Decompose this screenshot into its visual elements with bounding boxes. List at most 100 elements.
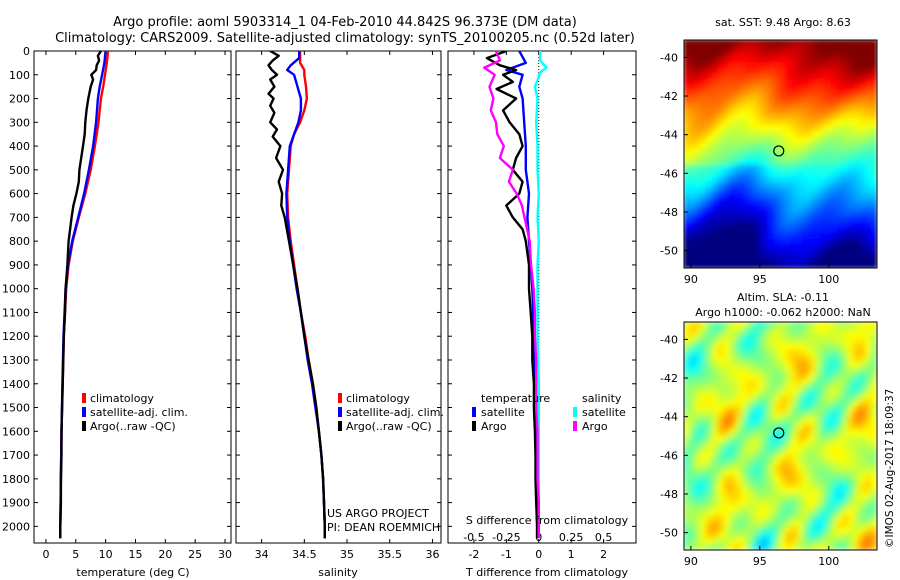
sla_map-cell [842,526,850,534]
sla_map-cell [802,424,810,431]
sla_map-cell [728,344,736,351]
sst_map-cell [808,204,816,212]
sla_map-cell [762,338,770,346]
sla_map-cell [684,389,691,397]
sst_map-cell [734,119,742,126]
sla_map-cell [751,361,759,369]
sla_map-cell [700,486,708,494]
sst_map-cell [831,50,838,58]
sla_map-cell [848,464,855,471]
sst_map-cell [802,261,810,268]
sst_map-cell [684,136,691,144]
sla_map-cell [689,384,696,391]
sla_map-cell [734,322,742,329]
sla_map-cell [706,515,713,522]
sla_map-cell [728,322,736,329]
sla_map-cell [825,401,833,408]
sla_map-cell [814,521,821,528]
sla_map-cell [762,526,770,534]
sst_map-cell [740,125,747,132]
sst_map-cell [768,199,776,206]
sst_map-cell [791,130,799,138]
depth-tick-label: 100 [9,69,30,82]
sst_map-cell [757,119,764,126]
sst_map-cell [802,244,810,252]
sst_map-cell [865,239,872,246]
sla_map-cell [802,458,810,465]
sla_map-cell [728,429,736,437]
sst_map-cell [848,164,855,172]
sst_map-cell [684,216,691,223]
sst_map-cell [814,164,821,172]
sst_map-cell [808,40,816,47]
sst_map-cell [751,170,759,178]
sst_map-cell [768,187,776,195]
sst_map-cell [745,68,753,75]
sst-map-title: sat. SST: 9.48 Argo: 8.63 [715,16,851,29]
sla_map-cell [734,521,742,528]
sla_map-cell [819,327,827,334]
sla_map-cell [797,350,804,357]
sla_map-cell [740,424,747,431]
legend-label-satellite: satellite-adj. clim. [90,406,188,419]
sla_map-cell [728,498,736,505]
sst_map-cell [859,136,867,144]
sst_map-cell [819,210,827,218]
sst_map-cell [706,119,713,126]
sst_map-cell [780,40,787,47]
sst_map-cell [785,102,793,109]
sst_map-cell [802,239,810,246]
sla_map-cell [717,332,725,340]
sla_map-cell [774,526,781,534]
sla_map-cell [684,469,691,477]
series-line-climatology [286,51,326,539]
sla_map-cell [757,492,764,500]
sla_map-cell [728,361,736,369]
sla_map-cell [865,538,872,545]
sst_map-cell [723,79,730,87]
sla_map-cell [802,543,810,550]
sla_map-cell [836,367,844,374]
sla_map-cell [848,521,855,528]
sla_map-cell [842,532,850,540]
sla_map-cell [808,407,816,414]
sst_map-cell [706,256,713,263]
sla_map-cell [802,355,810,363]
sst_map-cell [819,204,827,212]
sst_map-cell [814,193,821,201]
sst_map-cell [768,62,776,69]
sst_map-cell [859,90,867,98]
sla_map-cell [780,344,787,351]
sst_map-cell [785,147,793,155]
sla_map-cell [745,361,753,369]
sla_map-cell [700,498,708,505]
legend-label-argo: Argo(..raw -QC) [90,420,176,433]
sst_map-cell [865,164,872,172]
sst_map-cell [825,164,833,172]
sla_map-cell [842,469,850,477]
sla_map-cell [706,350,713,357]
sst_map-cell [734,107,742,115]
sst_map-cell [711,45,719,52]
sst_map-cell [762,73,770,81]
sla_map-cell [785,338,793,346]
sla_map-cell [859,344,867,351]
temperature-xtick-label: 10 [99,548,113,561]
sst_map-cell [808,119,816,126]
sla_map-cell [848,418,855,426]
sla_map-cell [831,521,838,528]
sla_map-cell [717,532,725,540]
sla_map-cell [848,475,855,483]
sst_map-cell [762,142,770,149]
sla_map-cell [689,350,696,357]
sst_map-cell [706,187,713,195]
sst_map-cell [757,261,764,268]
sla_map-cell [819,401,827,408]
sst_map-cell [734,239,742,246]
sst_map-cell [751,256,759,263]
sla_map-cell [734,384,742,391]
sla_map-cell [757,361,764,369]
sla_map-cell [757,498,764,505]
legend-label-s-satellite: satellite [582,406,626,419]
sla_map-cell [785,492,793,500]
